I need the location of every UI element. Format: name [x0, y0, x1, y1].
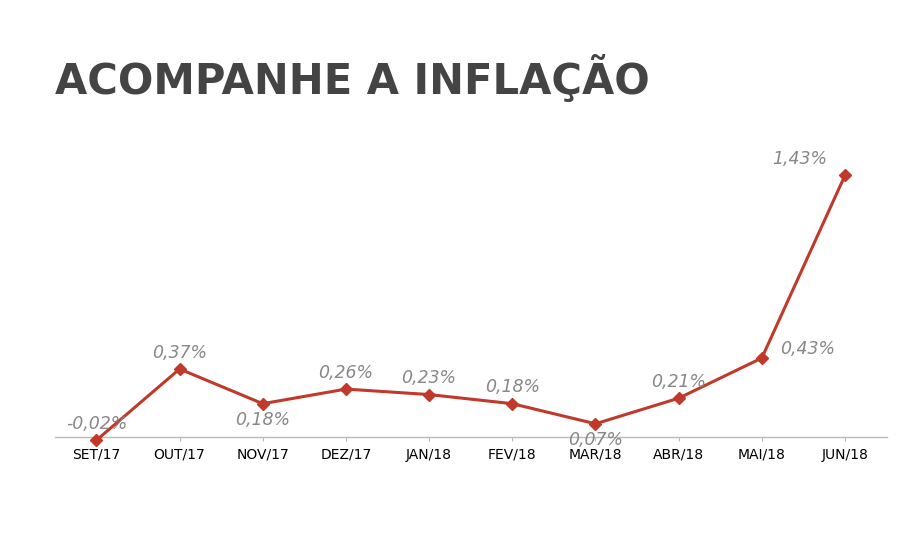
Text: 0,26%: 0,26% — [318, 364, 374, 381]
Text: 1,43%: 1,43% — [771, 150, 827, 168]
Text: 0,21%: 0,21% — [651, 373, 707, 391]
Text: 0,23%: 0,23% — [401, 369, 457, 387]
Text: -0,02%: -0,02% — [66, 415, 127, 433]
Text: 0,18%: 0,18% — [235, 411, 291, 429]
Text: 0,37%: 0,37% — [152, 344, 207, 362]
Text: 0,43%: 0,43% — [780, 340, 835, 358]
Text: 0,18%: 0,18% — [484, 378, 540, 396]
Text: 0,07%: 0,07% — [568, 431, 623, 449]
Text: ACOMPANHE A INFLAÇÃO: ACOMPANHE A INFLAÇÃO — [55, 55, 650, 103]
